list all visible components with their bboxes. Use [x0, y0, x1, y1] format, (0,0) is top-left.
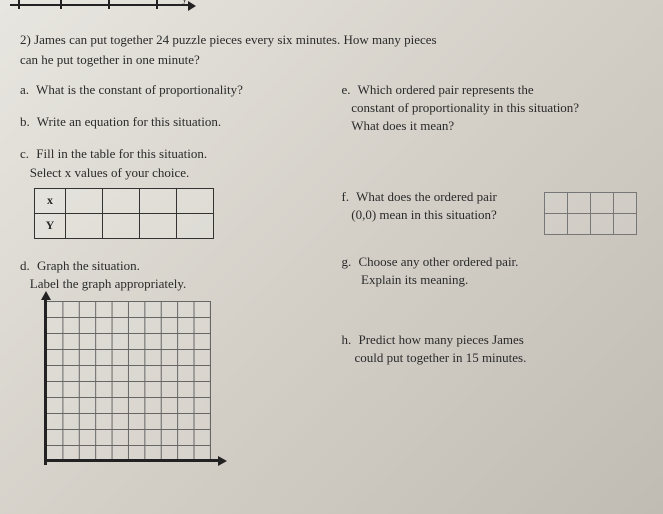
xy-table: x Y [34, 188, 214, 239]
table-cell[interactable] [103, 188, 140, 213]
x-header: x [35, 188, 66, 213]
table-cell[interactable] [177, 188, 214, 213]
label-d: d. [20, 258, 30, 273]
text-a: What is the constant of proportionality? [36, 82, 243, 97]
label-b: b. [20, 114, 30, 129]
text-c-2: Select x values of your choice. [30, 165, 190, 180]
text-e-3: What does it mean? [351, 118, 454, 133]
question-e: e. Which ordered pair represents the con… [342, 81, 644, 136]
y-header: Y [35, 213, 66, 238]
text-c-1: Fill in the table for this situation. [36, 146, 207, 161]
label-a: a. [20, 82, 29, 97]
question-c: c. Fill in the table for this situation.… [20, 145, 322, 238]
question-d: d. Graph the situation. Label the graph … [20, 257, 322, 479]
label-h: h. [342, 332, 352, 347]
number-line [10, 4, 190, 6]
label-e: e. [342, 82, 351, 97]
arrow-icon [188, 1, 196, 11]
text-d-2: Label the graph appropriately. [30, 276, 187, 291]
table-cell[interactable] [103, 213, 140, 238]
problem-text-2: can he put together in one minute? [20, 52, 200, 67]
question-a: a. What is the constant of proportionali… [20, 81, 322, 99]
table-cell[interactable] [66, 188, 103, 213]
label-c: c. [20, 146, 29, 161]
partial-number-line: 0 1 2 3 y [10, 0, 210, 12]
problem-statement: 2) James can put together 24 puzzle piec… [20, 30, 643, 69]
x-axis [44, 459, 220, 462]
text-d-1: Graph the situation. [37, 258, 140, 273]
table-cell[interactable] [66, 213, 103, 238]
text-f-1: What does the ordered pair [356, 189, 497, 204]
problem-text-1: James can put together 24 puzzle pieces … [34, 32, 437, 47]
table-row: x [35, 188, 214, 213]
label-g: g. [342, 254, 352, 269]
table-row: Y [35, 213, 214, 238]
table-cell[interactable] [177, 213, 214, 238]
label-f: f. [342, 189, 350, 204]
x-arrow-icon [218, 456, 227, 466]
table-cell[interactable] [140, 188, 177, 213]
graph-grid [46, 301, 211, 462]
question-b: b. Write an equation for this situation. [20, 113, 322, 131]
text-g-2: Explain its meaning. [361, 272, 468, 287]
table-cell[interactable] [140, 213, 177, 238]
text-h-1: Predict how many pieces James [359, 332, 524, 347]
text-h-2: could put together in 15 minutes. [355, 350, 527, 365]
text-e-2: constant of proportionality in this situ… [351, 100, 579, 115]
blank-graph [30, 299, 230, 479]
y-arrow-icon [41, 291, 51, 300]
text-b: Write an equation for this situation. [37, 114, 221, 129]
text-g-1: Choose any other ordered pair. [359, 254, 519, 269]
text-f-2: (0,0) mean in this situation? [351, 207, 497, 222]
question-f: f. What does the ordered pair (0,0) mean… [342, 188, 644, 235]
text-e-1: Which ordered pair represents the [358, 82, 534, 97]
question-h: h. Predict how many pieces James could p… [342, 331, 644, 367]
y-axis [44, 297, 47, 465]
question-g: g. Choose any other ordered pair. Explai… [342, 253, 644, 289]
problem-number: 2) [20, 32, 31, 47]
mini-grid [544, 192, 637, 235]
